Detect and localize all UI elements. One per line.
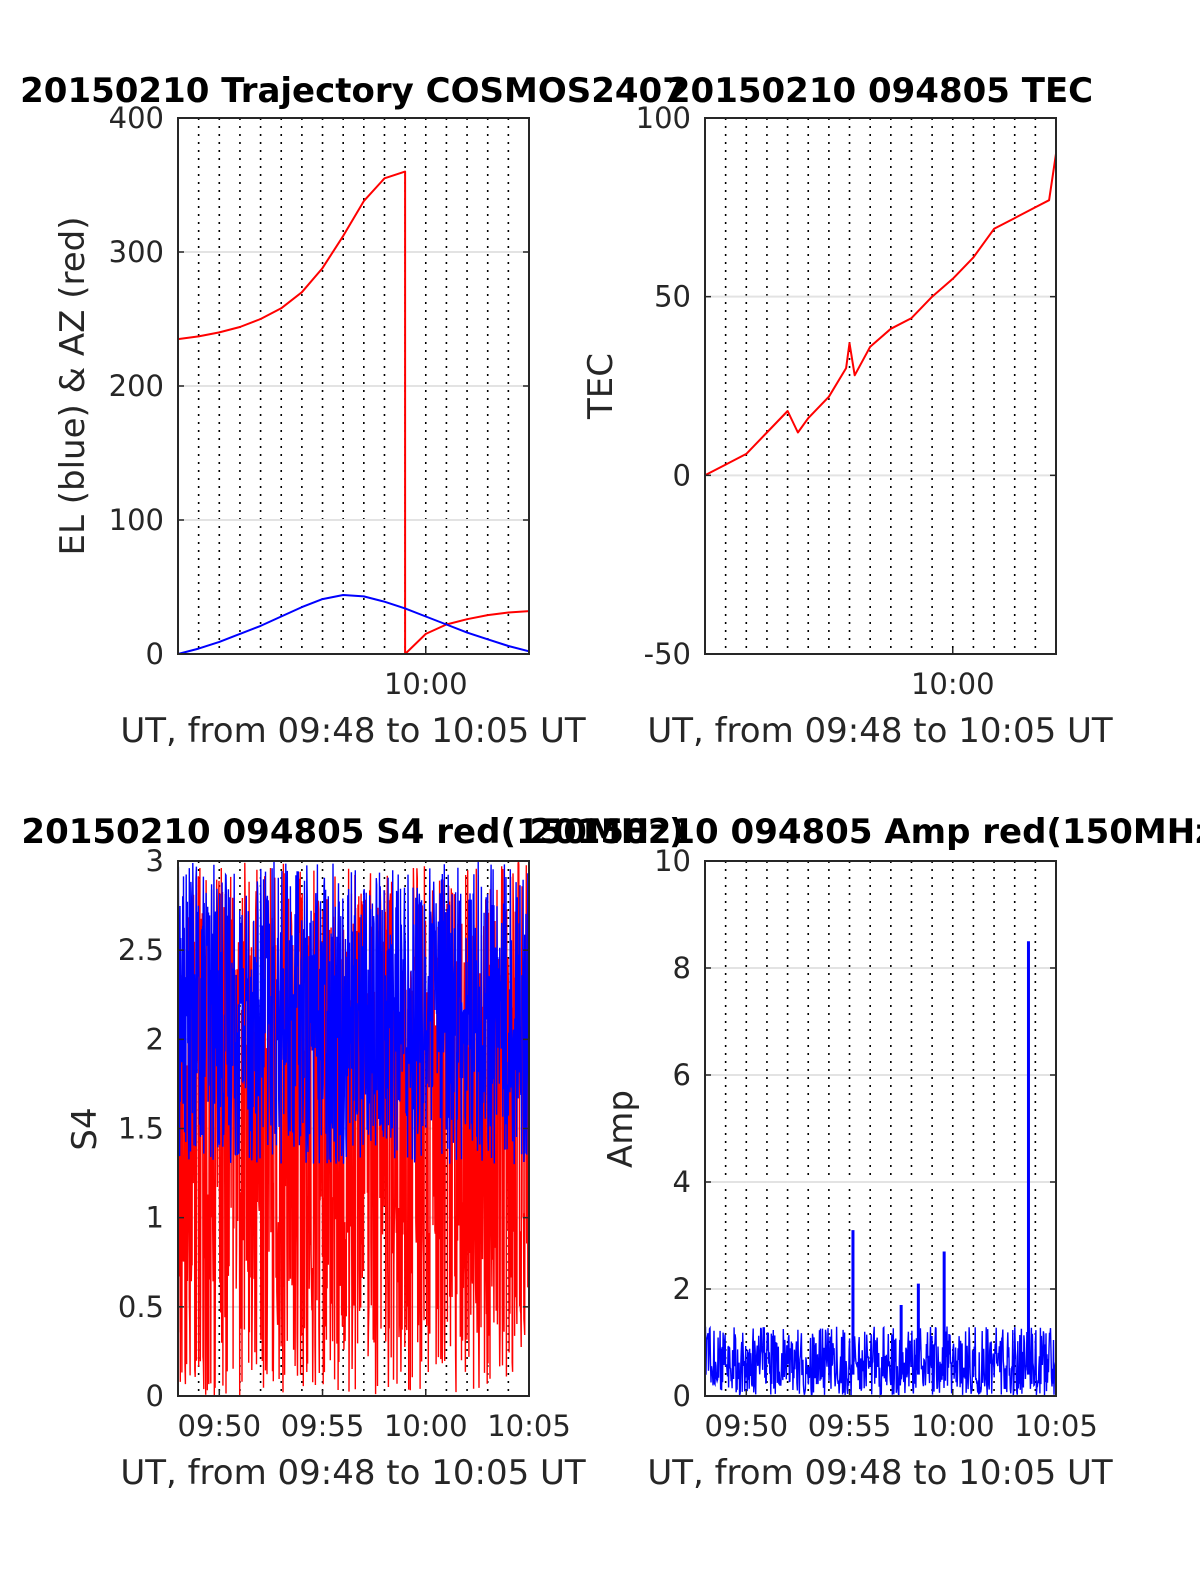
amp-ytick-label: 6 [673, 1058, 691, 1092]
tec-yticks: -50 0 50 100 [636, 101, 1056, 671]
trajectory-yticks: 0 100 200 300 400 [109, 101, 529, 671]
trajectory-xticks: 10:00 [384, 648, 468, 701]
trajectory-ytick-label: 100 [109, 503, 164, 537]
s4-series-line-1 [177, 861, 530, 1165]
s4-xticks: 09:50 09:55 10:00 10:05 [178, 1390, 571, 1443]
trajectory-xtick-label: 10:00 [384, 667, 468, 701]
trajectory-ytick-label: 0 [146, 637, 164, 671]
trajectory-panel: 0 100 200 300 400 10:00 20150210 Trajectory … [20, 71, 686, 751]
tec-panel: -50 0 50 100 10:00 20150210 094805 TEC UT, … [581, 71, 1113, 751]
tec-ytick-label: 50 [654, 280, 691, 314]
amp-ytick-label: 8 [673, 951, 691, 985]
amp-ylabel: Amp [601, 1090, 641, 1168]
tec-ytick-label: 0 [673, 458, 691, 492]
tec-title: 20150210 094805 TEC [667, 71, 1093, 111]
tec-xticks: 10:00 [911, 648, 995, 701]
tec-xtick-label: 10:00 [911, 667, 995, 701]
trajectory-series [177, 170, 530, 655]
tec-series [704, 153, 1057, 477]
amp-xlabel: UT, from 09:48 to 10:05 UT [647, 1453, 1113, 1493]
amp-axes-frame [704, 860, 1057, 1397]
trajectory-series-line-1 [177, 594, 530, 655]
s4-ytick-label: 3 [146, 844, 164, 878]
amp-xtick-label: 10:00 [911, 1409, 995, 1443]
tec-series-line-0 [704, 153, 1057, 477]
s4-yticks: 0 0.5 1 1.5 2 2.5 3 [118, 844, 529, 1413]
tec-xlabel: UT, from 09:48 to 10:05 UT [647, 711, 1113, 751]
s4-ytick-label: 0.5 [118, 1290, 164, 1324]
trajectory-xlabel: UT, from 09:48 to 10:05 UT [120, 711, 586, 751]
s4-ytick-label: 2.5 [118, 933, 164, 967]
tec-ylabel: TEC [581, 353, 621, 420]
amp-ytick-label: 10 [654, 844, 691, 878]
amp-xticks: 09:50 09:55 10:00 10:05 [705, 1390, 1098, 1443]
trajectory-ytick-label: 200 [109, 369, 164, 403]
trajectory-ylabel: EL (blue) & AZ (red) [53, 216, 93, 555]
trajectory-series-line-0 [177, 170, 530, 655]
s4-title: 20150210 094805 S4 red(150MHz) [21, 812, 684, 852]
s4-xlabel: UT, from 09:48 to 10:05 UT [120, 1453, 586, 1493]
amp-xtick-label: 09:55 [808, 1409, 892, 1443]
amp-xtick-label: 10:05 [1014, 1409, 1098, 1443]
amp-ytick-label: 4 [673, 1165, 691, 1199]
s4-ytick-label: 2 [146, 1022, 164, 1056]
tec-axes-frame [704, 117, 1057, 655]
s4-ytick-label: 0 [146, 1379, 164, 1413]
s4-series [177, 861, 530, 1396]
s4-xtick-label: 09:55 [281, 1409, 365, 1443]
s4-ytick-label: 1.5 [118, 1112, 164, 1146]
s4-ylabel: S4 [65, 1107, 105, 1150]
s4-ytick-label: 1 [146, 1201, 164, 1235]
trajectory-ytick-label: 400 [109, 101, 164, 135]
amp-title: 20150210 094805 Amp red(150MHz) [529, 812, 1200, 852]
s4-xtick-label: 10:05 [487, 1409, 571, 1443]
s4-xtick-label: 09:50 [178, 1409, 262, 1443]
amp-ytick-label: 2 [673, 1272, 691, 1306]
amp-xtick-label: 09:50 [705, 1409, 789, 1443]
s4-panel: 0 0.5 1 1.5 2 2.5 3 09:50 09:55 10:00 10:05 20150… [21, 812, 684, 1493]
trajectory-ytick-label: 300 [109, 235, 164, 269]
amp-panel: 0 2 4 6 8 10 09:50 09:55 10:00 10:05 20150210 09… [529, 812, 1200, 1493]
amp-yticks: 0 2 4 6 8 10 [654, 844, 1056, 1413]
tec-ytick-label: 100 [636, 101, 691, 135]
trajectory-title: 20150210 Trajectory COSMOS2407 [20, 71, 686, 111]
tec-ytick-label: -50 [644, 637, 691, 671]
s4-xtick-label: 10:00 [384, 1409, 468, 1443]
amp-ytick-label: 0 [673, 1379, 691, 1413]
